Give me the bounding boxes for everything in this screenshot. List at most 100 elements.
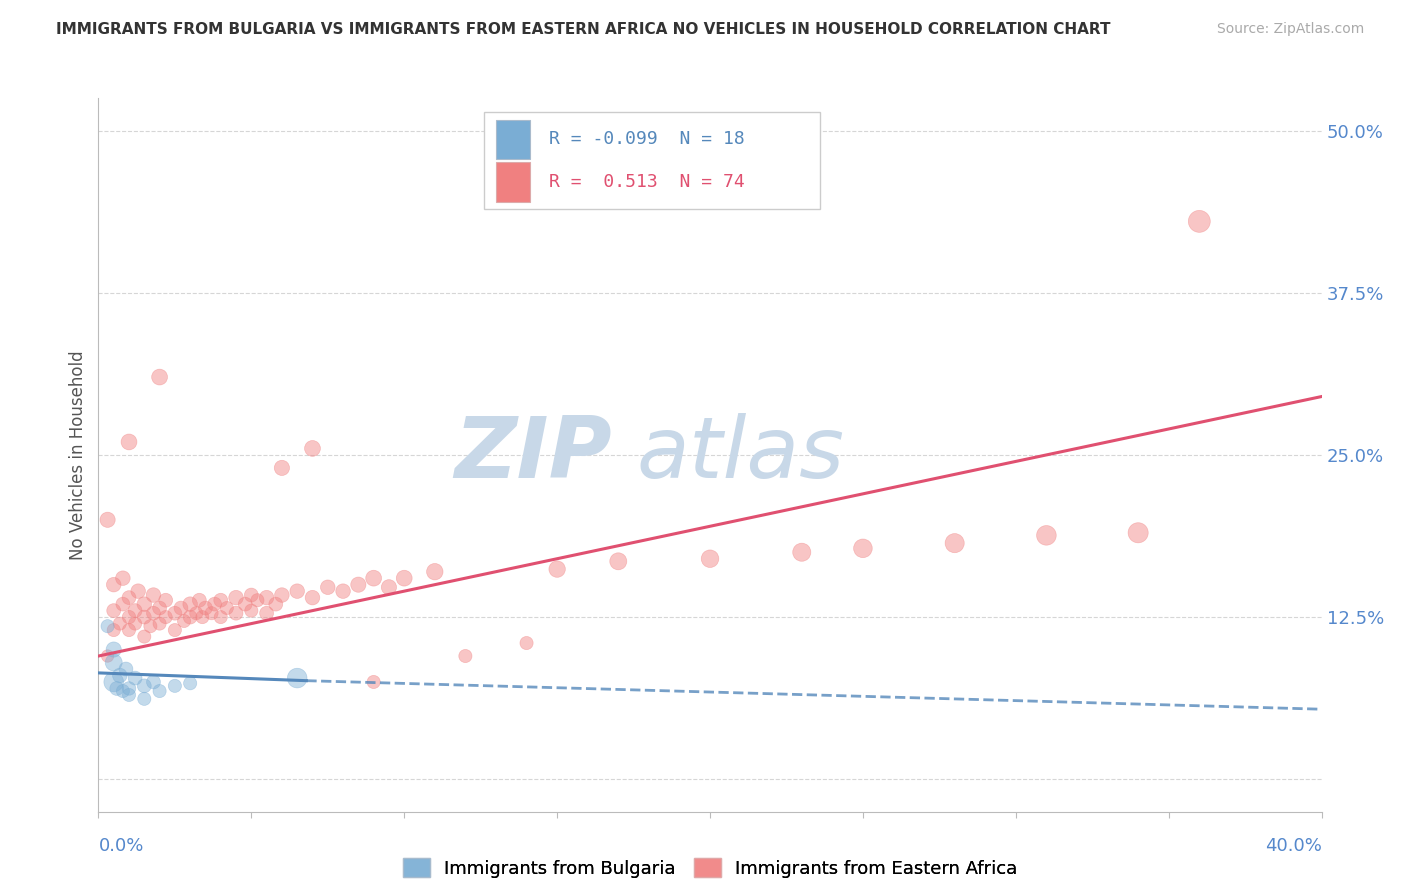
Point xyxy=(200,606,222,620)
Point xyxy=(301,591,323,605)
Point xyxy=(105,681,128,696)
Point xyxy=(149,684,172,698)
Point xyxy=(699,551,721,566)
Point xyxy=(233,597,256,611)
Text: R =  0.513  N = 74: R = 0.513 N = 74 xyxy=(548,173,744,191)
Point xyxy=(155,610,177,624)
Point xyxy=(301,442,323,456)
Point xyxy=(134,679,156,693)
Point xyxy=(142,588,165,602)
Point xyxy=(142,675,165,690)
Point xyxy=(209,593,232,607)
Point xyxy=(285,671,308,685)
Point xyxy=(264,597,287,611)
Point xyxy=(256,606,278,620)
Point xyxy=(103,623,125,637)
Point xyxy=(124,604,146,618)
Point xyxy=(1188,214,1211,228)
Point xyxy=(134,610,156,624)
Point xyxy=(134,691,156,706)
Point xyxy=(115,662,138,676)
Point xyxy=(1128,525,1150,540)
Point xyxy=(186,606,208,620)
Point xyxy=(332,584,354,599)
Text: 40.0%: 40.0% xyxy=(1265,837,1322,855)
Point xyxy=(155,593,177,607)
Point xyxy=(546,562,568,576)
Point xyxy=(256,591,278,605)
Point xyxy=(103,604,125,618)
Point xyxy=(163,679,186,693)
Point xyxy=(173,614,195,628)
Point xyxy=(790,545,813,559)
Point xyxy=(191,610,214,624)
Point xyxy=(454,648,477,663)
Point xyxy=(285,584,308,599)
Point xyxy=(179,676,201,690)
FancyBboxPatch shape xyxy=(496,120,530,159)
Point xyxy=(607,554,630,568)
Point xyxy=(179,597,201,611)
Point xyxy=(943,536,966,550)
Point xyxy=(103,656,125,670)
Point xyxy=(852,541,875,556)
Point xyxy=(103,642,125,657)
Point xyxy=(378,580,401,594)
Text: Source: ZipAtlas.com: Source: ZipAtlas.com xyxy=(1216,22,1364,37)
Point xyxy=(149,616,172,631)
Point xyxy=(240,588,263,602)
Point xyxy=(97,513,120,527)
Text: 0.0%: 0.0% xyxy=(98,837,143,855)
Text: IMMIGRANTS FROM BULGARIA VS IMMIGRANTS FROM EASTERN AFRICA NO VEHICLES IN HOUSEH: IMMIGRANTS FROM BULGARIA VS IMMIGRANTS F… xyxy=(56,22,1111,37)
Point xyxy=(139,619,162,633)
Point xyxy=(392,571,416,585)
Point xyxy=(149,370,172,384)
Point xyxy=(103,675,125,690)
Legend: Immigrants from Bulgaria, Immigrants from Eastern Africa: Immigrants from Bulgaria, Immigrants fro… xyxy=(395,851,1025,885)
Point xyxy=(118,688,141,702)
Point xyxy=(225,591,247,605)
Point xyxy=(149,601,172,615)
Point xyxy=(108,668,131,682)
Point xyxy=(124,671,146,685)
Point xyxy=(103,577,125,591)
Point xyxy=(111,684,134,698)
Point xyxy=(179,610,201,624)
Point xyxy=(316,580,339,594)
Point xyxy=(347,577,370,591)
Point xyxy=(163,606,186,620)
Point xyxy=(111,571,134,585)
Point xyxy=(108,616,131,631)
Point xyxy=(240,604,263,618)
Point xyxy=(270,461,292,475)
Point xyxy=(142,606,165,620)
Point xyxy=(118,681,141,696)
Point xyxy=(163,623,186,637)
FancyBboxPatch shape xyxy=(484,112,820,209)
Point xyxy=(246,593,269,607)
Point xyxy=(188,593,211,607)
Point xyxy=(97,648,120,663)
Point xyxy=(363,675,385,690)
Text: R = -0.099  N = 18: R = -0.099 N = 18 xyxy=(548,130,744,148)
Point xyxy=(134,630,156,644)
Point xyxy=(204,597,226,611)
Point xyxy=(118,434,141,449)
Point xyxy=(118,610,141,624)
Point xyxy=(194,601,217,615)
Point xyxy=(118,623,141,637)
Point xyxy=(127,584,149,599)
Point xyxy=(170,601,193,615)
Point xyxy=(124,616,146,631)
Point xyxy=(363,571,385,585)
Point xyxy=(97,619,120,633)
Point xyxy=(516,636,538,650)
Point xyxy=(225,606,247,620)
Point xyxy=(209,610,232,624)
Point xyxy=(134,597,156,611)
FancyBboxPatch shape xyxy=(496,162,530,202)
Y-axis label: No Vehicles in Household: No Vehicles in Household xyxy=(69,350,87,560)
Point xyxy=(423,565,446,579)
Point xyxy=(1035,528,1057,542)
Text: atlas: atlas xyxy=(637,413,845,497)
